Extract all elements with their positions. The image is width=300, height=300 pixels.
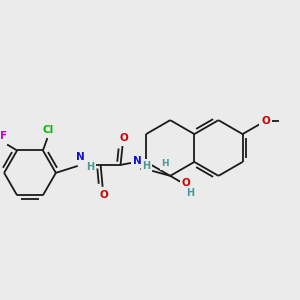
Text: Cl: Cl: [43, 125, 54, 135]
Text: N: N: [76, 152, 85, 162]
Text: O: O: [119, 133, 128, 143]
Text: H: H: [87, 162, 95, 172]
Text: N: N: [133, 156, 142, 166]
Text: H: H: [161, 159, 169, 168]
Text: H: H: [186, 188, 194, 198]
Text: O: O: [182, 178, 190, 188]
Text: F: F: [0, 130, 7, 141]
Text: O: O: [261, 116, 270, 126]
Text: O: O: [99, 190, 108, 200]
Text: H: H: [142, 161, 150, 171]
